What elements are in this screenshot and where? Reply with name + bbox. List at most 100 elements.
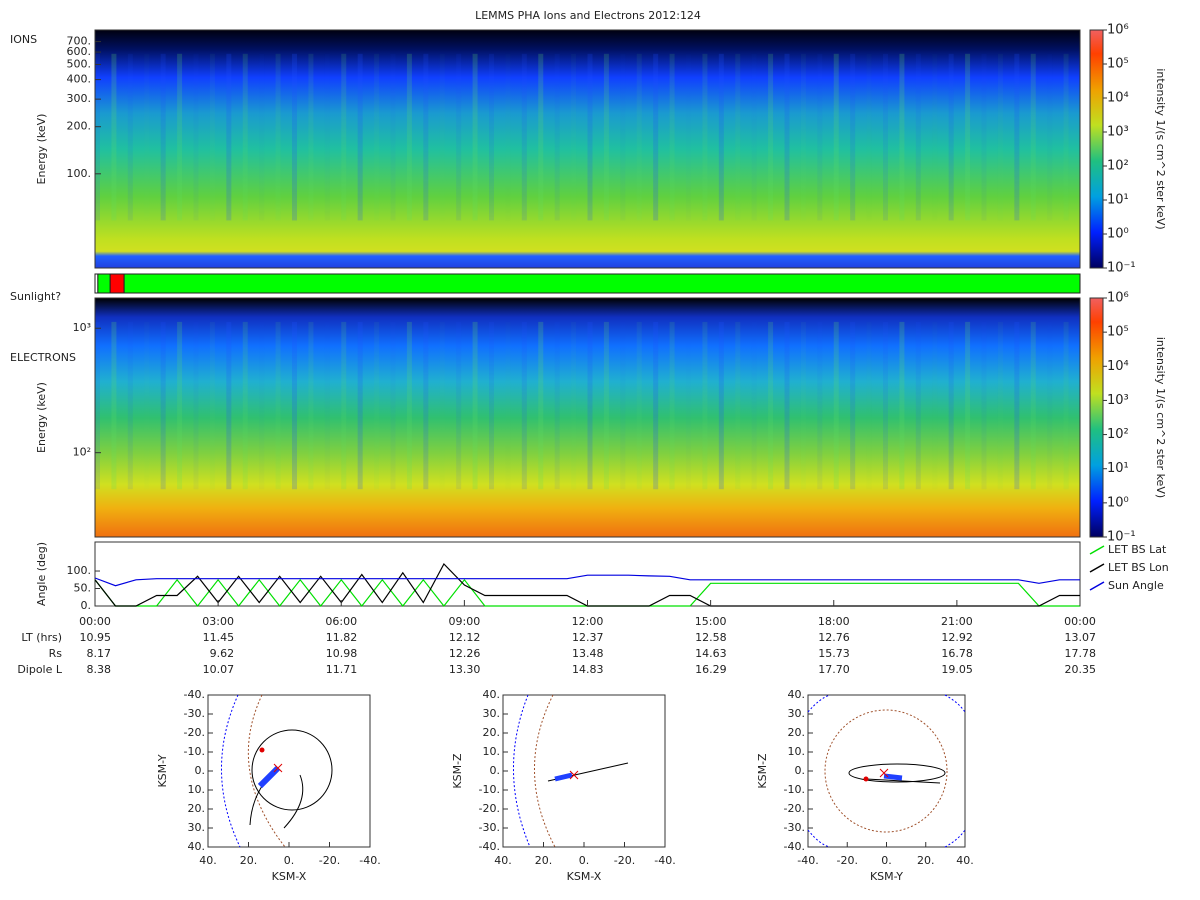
spectrogram-streak bbox=[636, 321, 642, 490]
y-tick-label: 0. bbox=[81, 599, 92, 612]
spectrogram-streak bbox=[883, 53, 888, 221]
x-tick-label: 09:00 bbox=[449, 615, 481, 628]
spectrogram-streak bbox=[292, 53, 297, 221]
x-axis-label: KSM-X bbox=[272, 870, 307, 883]
spectrogram-streak bbox=[965, 53, 971, 221]
x-tick-label: -20. bbox=[837, 854, 858, 867]
spectrogram-streak bbox=[915, 53, 921, 221]
spectrogram-streak bbox=[1047, 322, 1052, 489]
series-line bbox=[94, 574, 1080, 587]
spectrogram-streak bbox=[587, 53, 593, 221]
spectrogram-streak bbox=[571, 54, 576, 221]
ephemeris-value: 13.07 bbox=[1065, 631, 1097, 644]
spectrogram-streak bbox=[603, 53, 609, 221]
spectrogram-streak bbox=[669, 53, 675, 221]
y-tick-label: -40. bbox=[784, 840, 805, 853]
panel-label: ELECTRONS bbox=[10, 351, 76, 364]
ephemeris-value: 8.17 bbox=[87, 647, 112, 660]
spectrogram-streak bbox=[932, 322, 937, 489]
spectrogram-streak bbox=[1014, 321, 1020, 490]
y-tick-label: 0. bbox=[195, 764, 206, 777]
y-tick-label: 400. bbox=[67, 73, 92, 86]
spectrogram-streak bbox=[374, 321, 380, 490]
spectrogram-streak bbox=[554, 53, 560, 221]
orbit-trace bbox=[569, 770, 579, 780]
legend-swatch bbox=[1089, 563, 1105, 573]
colorbar-tick-label: 10⁶ bbox=[1107, 23, 1129, 38]
spectrogram-streak bbox=[357, 321, 363, 490]
spectrogram-streak bbox=[752, 322, 757, 489]
y-tick-label: 700. bbox=[67, 35, 92, 48]
y-tick-label: -40. bbox=[479, 840, 500, 853]
ephemeris-value: 12.12 bbox=[449, 631, 481, 644]
orbit-frame bbox=[502, 694, 666, 848]
x-tick-label: -20. bbox=[319, 854, 340, 867]
y-tick-label: -20. bbox=[784, 802, 805, 815]
spectrogram-streak bbox=[997, 53, 1003, 221]
spectrogram-streak bbox=[177, 321, 183, 490]
status-segment bbox=[109, 273, 125, 294]
y-tick-label: 500. bbox=[67, 57, 92, 70]
legend-label: LET BS Lat bbox=[1108, 543, 1167, 556]
spectrogram-streak bbox=[883, 321, 888, 490]
spectrogram-streak bbox=[341, 321, 347, 490]
ephemeris-value: 10.98 bbox=[326, 647, 358, 660]
colorbar-tick-label: 10⁴ bbox=[1107, 359, 1129, 374]
x-tick-label: 20. bbox=[240, 854, 258, 867]
figure-title: LEMMS PHA Ions and Electrons 2012:124 bbox=[475, 9, 701, 22]
spectrogram-streak bbox=[867, 322, 872, 489]
y-tick-label: 50. bbox=[74, 582, 92, 595]
ephemeris-value: 12.76 bbox=[818, 631, 850, 644]
legend-swatch bbox=[1089, 581, 1105, 591]
spectrogram-streak bbox=[800, 321, 806, 490]
x-tick-label: 0. bbox=[579, 854, 590, 867]
y-axis-label: KSM-Z bbox=[451, 753, 464, 789]
status-segment bbox=[97, 273, 111, 294]
orbit-trace bbox=[865, 778, 941, 784]
spectrogram-streak bbox=[718, 321, 724, 490]
colorbar-tick-label: 10³ bbox=[1107, 125, 1129, 140]
spectrogram-image bbox=[95, 30, 1080, 268]
ephemeris-value: 16.29 bbox=[695, 663, 727, 676]
panel-label: Sunlight? bbox=[10, 290, 61, 303]
spectrogram-streak bbox=[226, 321, 232, 490]
x-axis-label: KSM-Y bbox=[870, 870, 903, 883]
spectrogram-streak bbox=[308, 53, 314, 221]
orbit-trace bbox=[513, 694, 531, 848]
ephemeris-value: 13.30 bbox=[449, 663, 481, 676]
y-axis-label: Energy (keV) bbox=[35, 114, 48, 185]
x-tick-label: 18:00 bbox=[818, 615, 850, 628]
ephemeris-value: 13.48 bbox=[572, 647, 604, 660]
ephemeris-value: 12.92 bbox=[941, 631, 973, 644]
y-tick-label: 40. bbox=[188, 840, 206, 853]
ephemeris-value: 12.37 bbox=[572, 631, 604, 644]
spectrogram-streak bbox=[603, 321, 609, 490]
spectrogram-streak bbox=[636, 53, 642, 221]
spectrogram-streak bbox=[965, 321, 971, 490]
spectrogram-streak bbox=[127, 321, 133, 490]
spectrogram-streak bbox=[768, 53, 774, 221]
colorbar bbox=[1089, 297, 1104, 538]
y-tick-label: 300. bbox=[67, 92, 92, 105]
status-segment bbox=[123, 273, 1081, 294]
spectrogram-streak bbox=[653, 321, 659, 490]
spectrogram-streak bbox=[784, 321, 790, 490]
spectrogram-streak bbox=[538, 53, 544, 221]
spectrogram-streak bbox=[325, 322, 330, 489]
y-tick-label: 20. bbox=[188, 802, 206, 815]
legend-swatch bbox=[1089, 545, 1105, 555]
colorbar-tick-label: 10¹ bbox=[1107, 461, 1129, 476]
colorbar-tick-label: 10⁶ bbox=[1107, 291, 1129, 306]
ephemeris-value: 14.63 bbox=[695, 647, 727, 660]
spectrogram-streak bbox=[325, 54, 330, 221]
spectrogram-streak bbox=[242, 53, 248, 221]
y-tick-label: 40. bbox=[483, 688, 501, 701]
spectrogram-streak bbox=[1030, 321, 1036, 490]
spectrogram-streak bbox=[390, 53, 396, 221]
panel-label: IONS bbox=[10, 33, 37, 46]
spectrogram-streak bbox=[768, 321, 774, 490]
x-tick-label: 21:00 bbox=[941, 615, 973, 628]
spectrogram-streak bbox=[177, 53, 183, 221]
